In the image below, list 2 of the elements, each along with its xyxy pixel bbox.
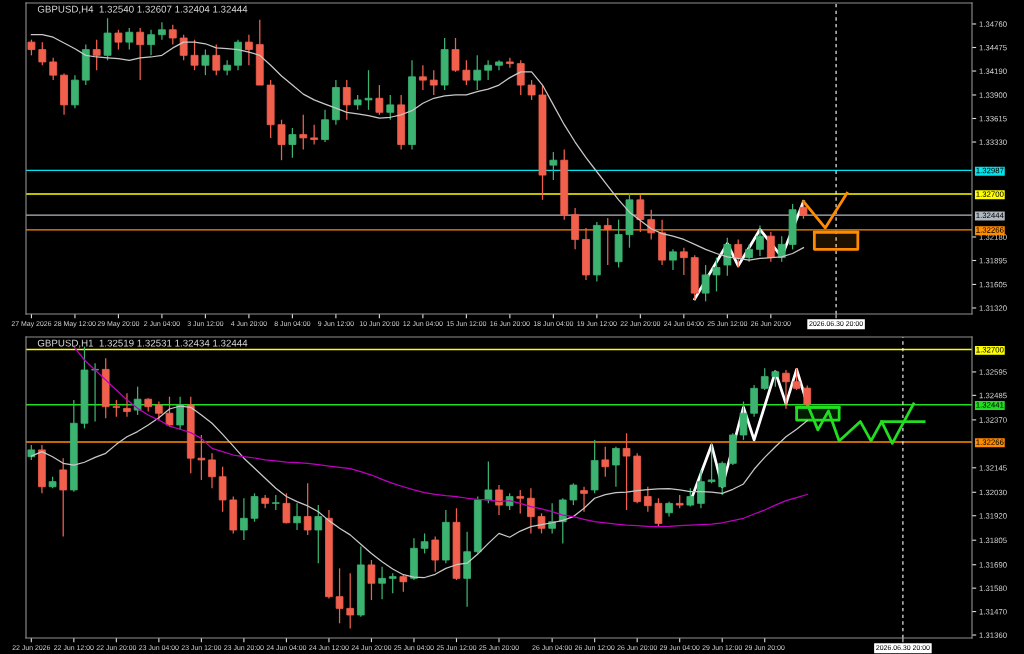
chart-title: GBPUSD,H1 1.32519 1.32531 1.32434 1.32444	[37, 339, 248, 348]
chart-title: GBPUSD,H4 1.32540 1.32607 1.32404 1.32444	[37, 5, 248, 14]
